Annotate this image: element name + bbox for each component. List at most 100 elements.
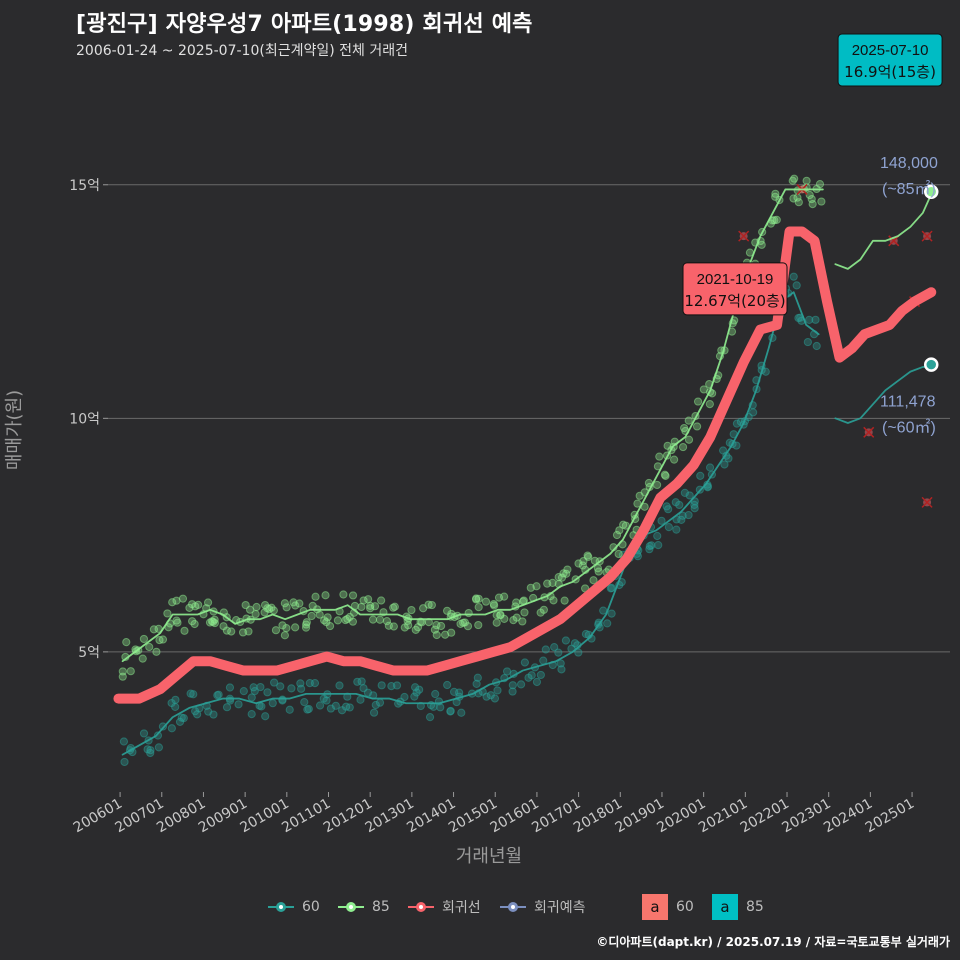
forecast-value-0: 148,000 — [880, 155, 938, 172]
scatter-dot — [520, 608, 529, 617]
outlier-x — [921, 496, 933, 508]
legend-box-item-60: a 60 — [642, 893, 694, 921]
scatter-dot — [474, 594, 483, 603]
scatter-dot — [811, 315, 820, 324]
scatter-dot — [732, 441, 741, 450]
scatter-dot — [549, 596, 558, 605]
scatter-dot — [263, 688, 272, 697]
scatter-dot — [672, 525, 681, 534]
outlier-x — [863, 426, 875, 438]
scatter-dot — [678, 442, 688, 452]
scatter-dot — [539, 656, 548, 665]
scatter-dot — [322, 696, 331, 705]
scatter-dot — [303, 705, 312, 714]
scatter-dot — [536, 670, 545, 680]
scatter-dot — [268, 699, 277, 708]
annotation-1: 2025-07-10 16.9억(15층) — [837, 33, 943, 87]
scatter-dot — [118, 672, 127, 681]
scatter-dot — [410, 692, 419, 701]
scatter-dot — [295, 599, 304, 608]
scatter-dot — [518, 617, 527, 626]
annotation-text: 12.67억(20층) — [684, 292, 785, 310]
scatter-dot — [508, 687, 517, 696]
scatter-dot — [271, 626, 281, 635]
scatter-dot — [550, 642, 559, 652]
scatter-dot — [427, 600, 436, 610]
scatter-dot — [771, 189, 780, 198]
scatter-dot — [792, 281, 801, 290]
scatter-dot — [474, 603, 483, 612]
scatter-dot — [508, 681, 517, 690]
scatter-dot — [817, 197, 826, 206]
legend-item-regression: 회귀선 — [408, 893, 481, 921]
outlier-mark-6 — [921, 496, 933, 508]
legend-item-85: 85 — [338, 893, 390, 921]
annotation-date: 2025-07-10 — [852, 42, 929, 59]
scatter-dot — [333, 616, 342, 625]
scatter-dot — [472, 594, 481, 603]
scatter-dot — [441, 630, 450, 639]
legend-item-forecast: 회귀예측 — [500, 893, 586, 921]
legend-label-forecast: 회귀예측 — [534, 900, 586, 916]
scatter-dot — [662, 502, 671, 511]
scatter-dot — [455, 688, 464, 697]
scatter-dot — [371, 700, 380, 710]
legend-symbol-regression — [408, 893, 434, 921]
outlier-mark-0 — [738, 230, 750, 242]
scatter-dot — [524, 673, 533, 682]
legend-item-60: 60 — [268, 893, 320, 921]
scatter-dot — [301, 623, 311, 632]
scatter-dot — [180, 626, 189, 635]
scatter-dot — [193, 710, 202, 719]
y-tick-label-2: 15억 — [69, 178, 100, 194]
legend-box-60: a — [642, 894, 668, 920]
scatter-dot — [172, 616, 181, 625]
scatter-dot — [348, 591, 358, 600]
scatter-dot — [377, 681, 386, 690]
scatter-dot — [574, 559, 583, 568]
legend: 60 85 회귀선 회귀예측 a 60 a 85 — [0, 893, 960, 923]
scatter-dot — [310, 678, 320, 688]
scatter-dot — [285, 705, 294, 714]
scatter-dot — [805, 190, 814, 200]
scatter-dot — [690, 504, 699, 513]
scatter-dot — [261, 712, 270, 721]
scatter-dot — [584, 552, 593, 562]
legend-box-85: a — [712, 894, 738, 920]
scatter-dot — [177, 713, 186, 722]
scatter-dot — [593, 564, 603, 573]
scatter-dot — [412, 688, 421, 697]
scatter-dot — [178, 594, 188, 603]
scatter-dot — [341, 702, 351, 711]
scatter-dot — [803, 337, 812, 347]
scatter-dot — [152, 647, 161, 656]
scatter-dot — [657, 516, 666, 525]
annotation-date: 2021-10-19 — [697, 271, 774, 288]
scatter-dot — [282, 624, 291, 633]
annotation-box — [682, 262, 788, 316]
scatter-dot — [472, 679, 481, 688]
annotation-0: 2021-10-19 12.67억(20층) — [682, 262, 788, 316]
y-axis-title: 매매가(원) — [4, 390, 25, 470]
scatter-dot — [464, 608, 473, 618]
scatter-dot — [171, 695, 180, 704]
scatter-dot — [446, 706, 455, 716]
scatter-dot — [158, 635, 168, 644]
scatter-dot — [377, 596, 386, 605]
legend-symbol-85 — [338, 893, 364, 921]
scatter-dot — [520, 658, 529, 667]
scatter-dot — [291, 623, 300, 632]
scatter-dot — [557, 665, 566, 674]
scatter-dot — [370, 602, 380, 611]
scatter-dot — [654, 541, 663, 550]
x-tick-label-19: 202501 — [863, 796, 917, 837]
scatter-dot — [492, 618, 501, 627]
scatter-dot — [705, 463, 715, 472]
scatter-dot — [563, 565, 572, 574]
y-tick-label-1: 10억 — [69, 411, 100, 427]
scatter-dots — [118, 174, 826, 767]
scatter-dot — [457, 708, 466, 717]
scatter-dot — [153, 731, 163, 740]
scatter-dot — [684, 416, 693, 425]
legend-label-regression: 회귀선 — [442, 900, 481, 916]
